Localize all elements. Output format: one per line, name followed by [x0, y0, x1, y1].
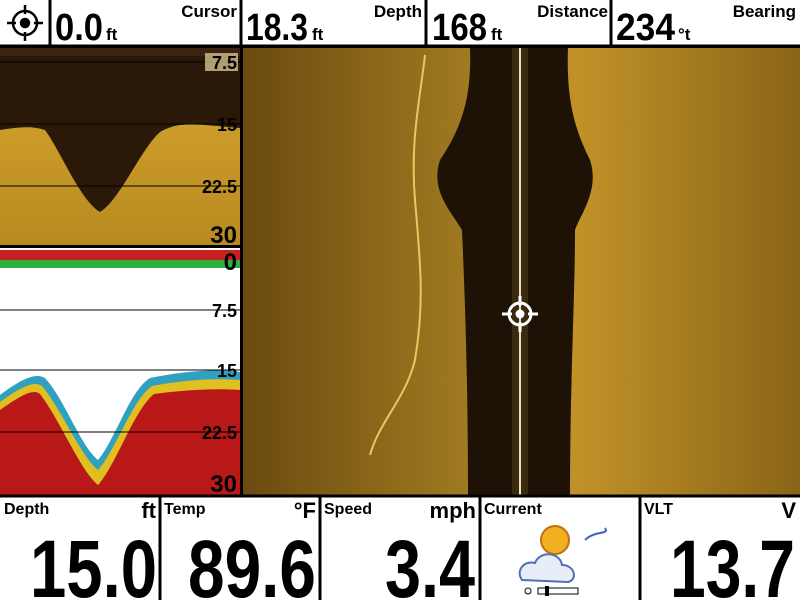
readout-value: 15.0 — [30, 524, 157, 600]
readout-unit: ft — [491, 25, 503, 44]
readout-value: 3.4 — [385, 524, 475, 600]
sonar-panel: 0 7.5 15 22.5 30 — [0, 248, 240, 498]
readout-unit: mph — [430, 498, 476, 523]
bottom-bar — [0, 495, 800, 600]
weather-icon — [518, 525, 607, 596]
cursor-crosshair — [502, 296, 538, 332]
readout-label: Temp — [164, 501, 206, 518]
down-imaging-panel: 7.5 15 22.5 30 — [0, 48, 240, 249]
readout-label: Cursor — [181, 2, 237, 21]
dividers — [0, 494, 800, 600]
readout-label: Distance — [537, 2, 608, 21]
readout-label: VLT — [644, 501, 673, 518]
readout-value: 89.6 — [188, 524, 316, 600]
depth-scale-label: 30 — [210, 222, 237, 249]
dividers — [0, 0, 800, 48]
readout-label: Depth — [374, 2, 422, 21]
depth-scale-label: 22.5 — [202, 177, 237, 197]
depth-scale-label: 30 — [210, 471, 237, 498]
readout-value: 13.7 — [670, 524, 795, 600]
readout-unit: °t — [678, 25, 691, 44]
depth-scale-label: 15 — [217, 115, 237, 135]
cursor-icon — [7, 5, 43, 41]
depth-scale-label: 22.5 — [202, 423, 237, 443]
readout-unit: ft — [106, 25, 118, 44]
readout-value: 18.3 — [246, 7, 308, 49]
side-imaging-view — [243, 48, 800, 495]
readout-label: Depth — [4, 501, 49, 518]
bottom-readouts: Depth ft 15.0 Temp °F 89.6 Speed mph 3.4… — [4, 498, 796, 600]
readout-label: Current — [484, 501, 542, 518]
readout-value: 168 — [432, 7, 487, 49]
readout-unit: °F — [294, 498, 316, 523]
depth-scale-label: 0 — [224, 249, 237, 276]
depth-scale-label: 7.5 — [212, 301, 237, 321]
depth-scale-label: 15 — [217, 361, 237, 381]
top-bar — [0, 0, 800, 47]
readout-label: Speed — [324, 501, 372, 518]
readout-value: 234 — [616, 7, 675, 49]
readout-unit: V — [781, 498, 796, 523]
readout-value: 0.0 — [55, 7, 103, 49]
readout-label: Bearing — [733, 2, 796, 21]
depth-scale-label: 7.5 — [212, 53, 237, 73]
top-readouts: 0.0 ft Cursor 18.3 ft Depth 168 ft Dista… — [55, 2, 796, 49]
readout-unit: ft — [141, 498, 156, 523]
readout-unit: ft — [312, 25, 324, 44]
